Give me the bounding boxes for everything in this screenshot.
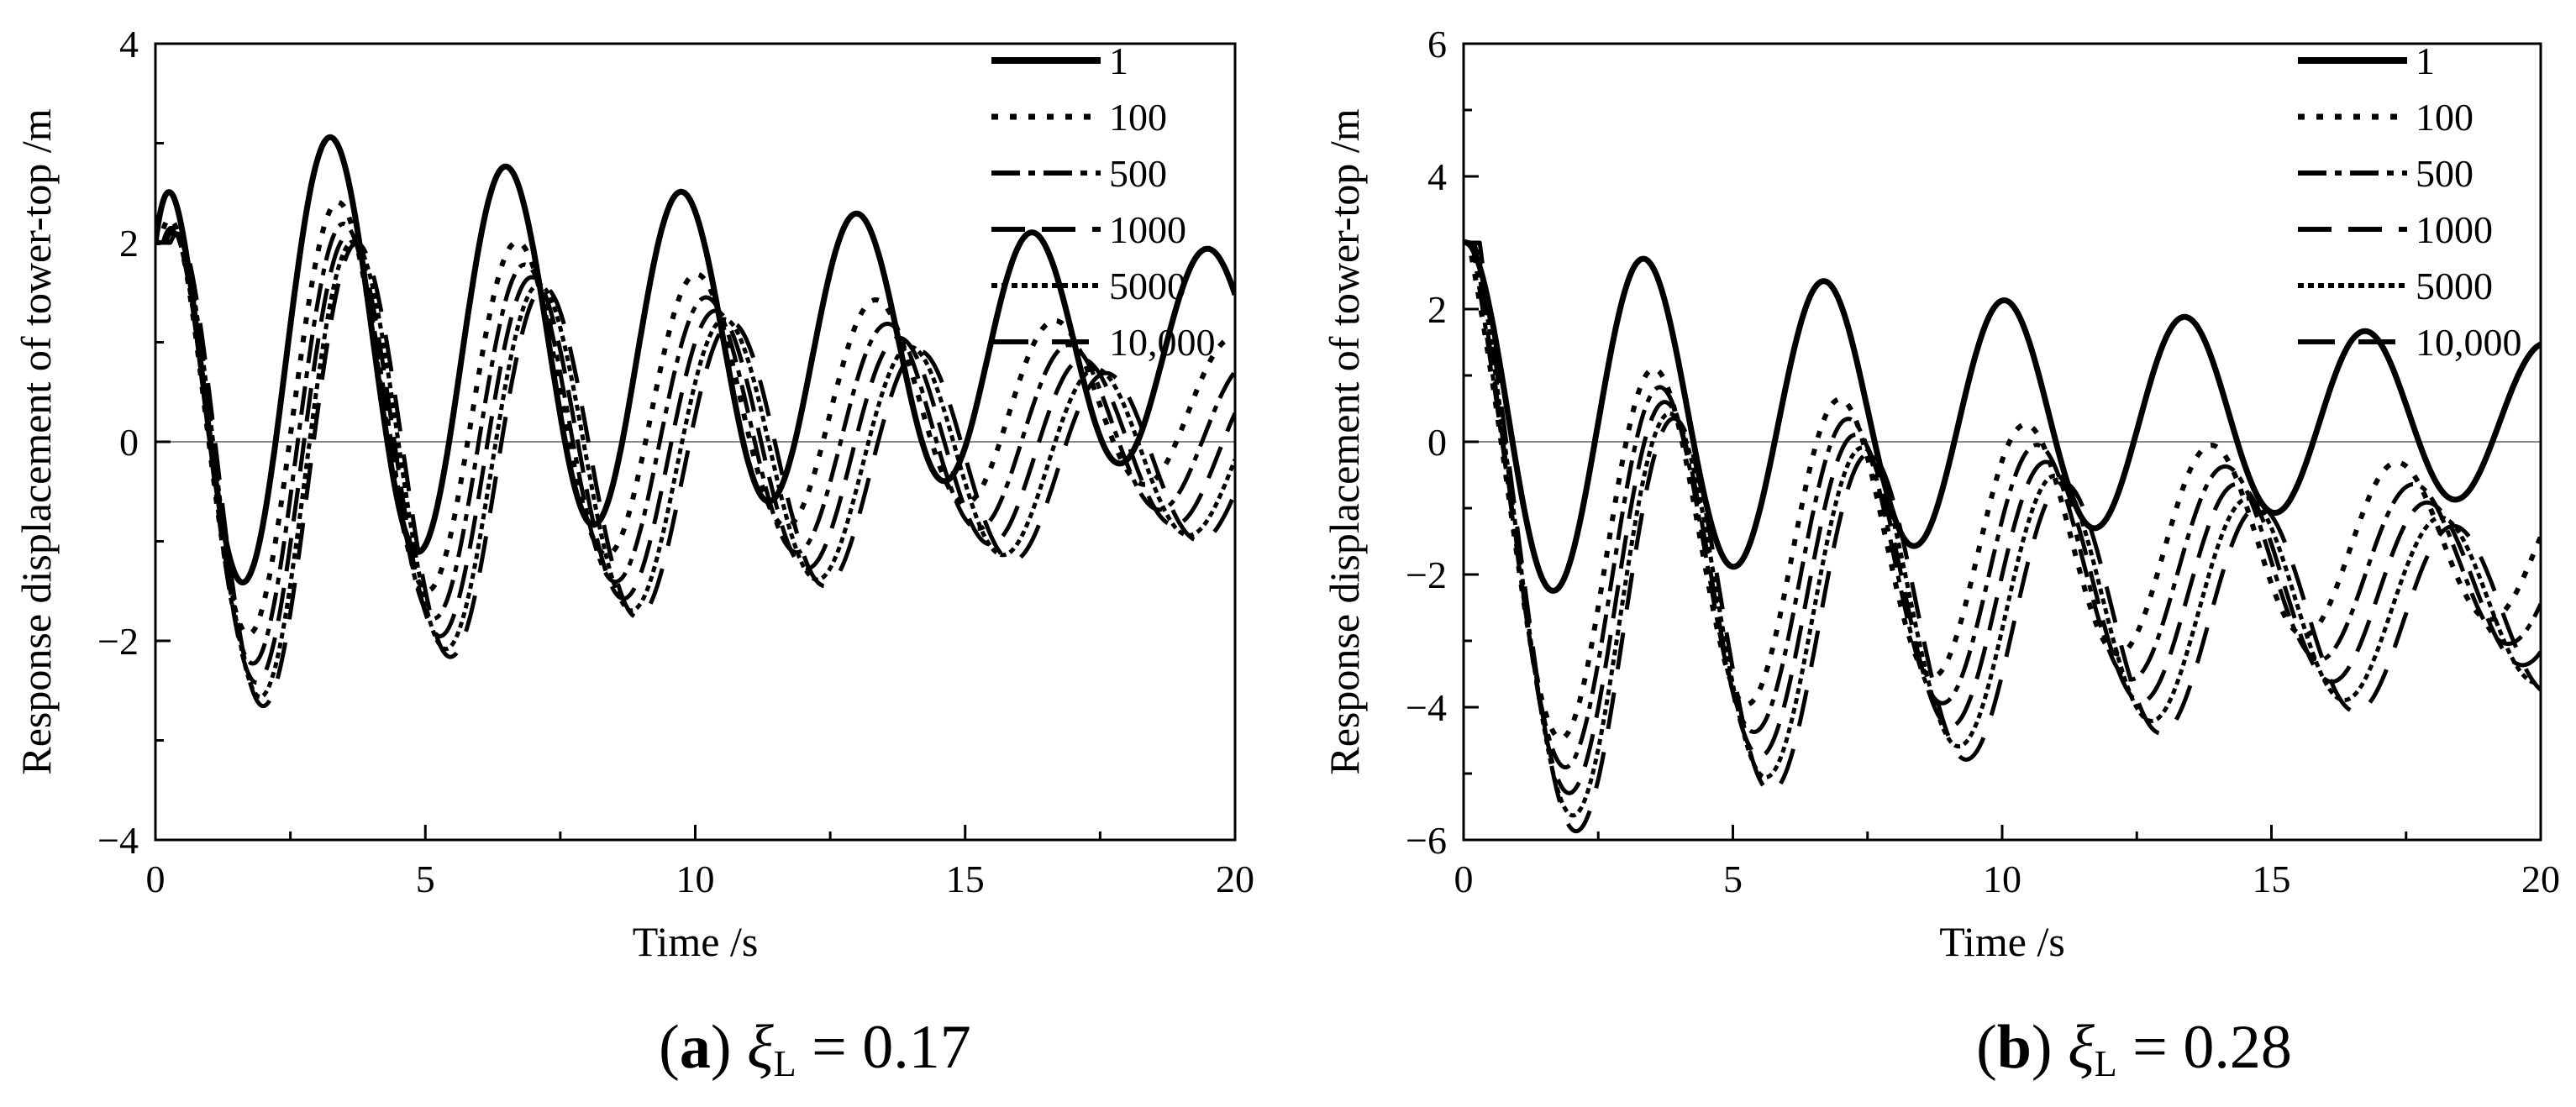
legend-label: 10,000 <box>2416 321 2522 364</box>
series-line-b-0 <box>1464 239 2541 594</box>
caption-b-subscript: L <box>2094 1043 2117 1084</box>
y-tick-label: −2 <box>1406 554 1447 596</box>
y-tick-label: −6 <box>1406 819 1447 862</box>
legend-label: 5000 <box>1109 265 1186 307</box>
x-tick-label: 5 <box>1723 858 1743 900</box>
y-tick-label: −4 <box>97 819 139 862</box>
y-axis-label: Response displacement of tower-top /m <box>1321 108 1368 774</box>
y-tick-label: 4 <box>119 23 139 66</box>
y-tick-label: 6 <box>1427 23 1447 66</box>
caption-a-symbol: ξ <box>746 1013 774 1082</box>
x-tick-label: 0 <box>146 858 166 900</box>
y-tick-label: 2 <box>119 222 139 265</box>
x-tick-label: 0 <box>1454 858 1474 900</box>
y-tick-label: 0 <box>1427 421 1447 464</box>
y-tick-label: 0 <box>119 421 139 464</box>
legend-label: 100 <box>1109 96 1167 139</box>
series-line-a-5 <box>155 231 1235 709</box>
x-tick-label: 15 <box>2253 858 2291 900</box>
series-line-b-3 <box>1464 240 2541 795</box>
x-tick-label: 10 <box>1983 858 2021 900</box>
caption-a: (a) ξL = 0.17 <box>659 1013 971 1084</box>
x-tick-label: 20 <box>2521 858 2560 900</box>
legend-label: 500 <box>2416 152 2473 195</box>
y-tick-label: −2 <box>97 620 139 663</box>
caption-b-value: = 0.28 <box>2132 1013 2292 1082</box>
series-line-b-1 <box>1464 240 2541 741</box>
panel-b: 0 5 10 15 20 −6 −4 −2 0 2 4 6 Time /s Response displa… <box>1321 23 2560 965</box>
legend-label: 1000 <box>2416 208 2493 251</box>
caption-b-symbol: ξ <box>2068 1013 2095 1082</box>
legend-label: 10,000 <box>1109 321 1216 364</box>
legend-label: 500 <box>1109 152 1167 195</box>
panel-a: 0 5 10 15 20 −4 −2 0 2 4 Time /s Response displacem… <box>13 23 1254 965</box>
y-axis-label: Response displacement of tower-top /m <box>13 108 60 774</box>
legend-label: 1000 <box>1109 208 1186 251</box>
y-tick-label: 2 <box>1427 288 1447 331</box>
caption-b-label: b <box>1996 1013 2032 1082</box>
x-axis-label: Time /s <box>633 918 759 965</box>
y-tick-label: −4 <box>1406 686 1447 729</box>
caption-a-value: = 0.17 <box>812 1013 971 1082</box>
series-line-b-4 <box>1464 240 2541 818</box>
series-line-b-2 <box>1464 240 2541 770</box>
x-axis-label: Time /s <box>1939 918 2065 965</box>
legend-label: 100 <box>2416 96 2473 139</box>
x-tick-label: 20 <box>1216 858 1254 900</box>
x-tick-label: 5 <box>416 858 435 900</box>
caption-a-label: a <box>679 1013 711 1082</box>
caption-b: (b) ξL = 0.28 <box>1976 1013 2292 1084</box>
series-line-a-4 <box>155 231 1235 700</box>
legend-label: 1 <box>2416 39 2435 82</box>
y-tick-label: 4 <box>1427 155 1447 198</box>
series-line-a-2 <box>155 221 1235 666</box>
series-line-a-0 <box>155 134 1235 585</box>
x-tick-label: 10 <box>676 858 715 900</box>
x-tick-label: 15 <box>946 858 985 900</box>
series-line-a-3 <box>155 229 1235 685</box>
legend-label: 1 <box>1109 39 1128 82</box>
caption-a-subscript: L <box>773 1043 796 1084</box>
legend-label: 5000 <box>2416 265 2493 307</box>
